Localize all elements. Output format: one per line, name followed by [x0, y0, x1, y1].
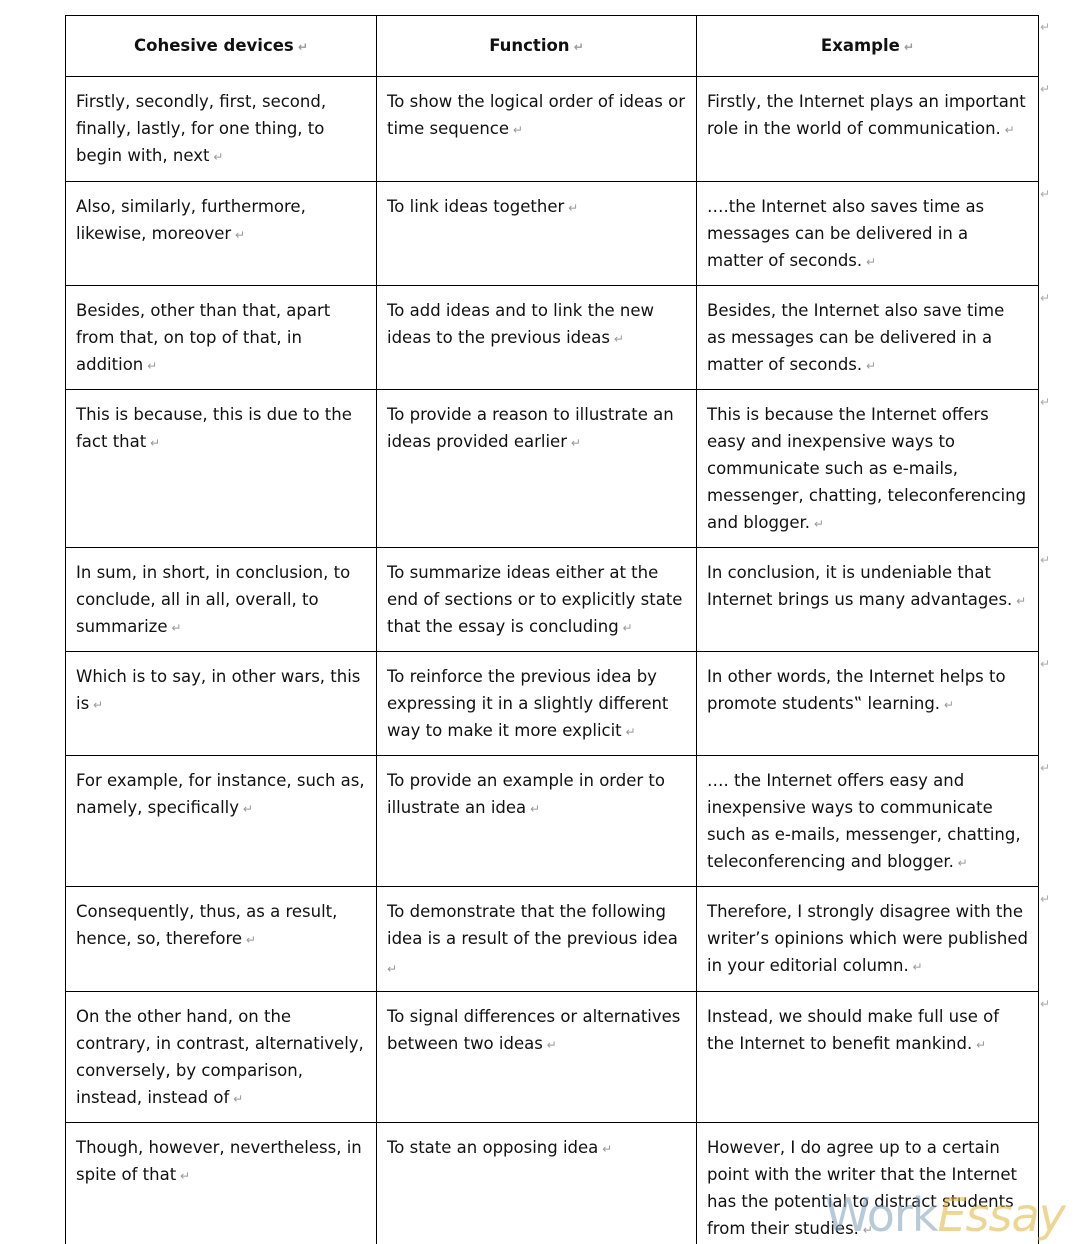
row-end-mark: ↵	[1040, 291, 1051, 305]
header-cell: Function	[376, 15, 697, 77]
table-cell: For example, for instance, such as, name…	[65, 755, 377, 887]
table-cell: Instead, we should make full use of the …	[696, 991, 1039, 1123]
table-cell: To reinforce the previous idea by expres…	[376, 651, 697, 756]
table-row: Also, similarly, furthermore, likewise, …	[65, 181, 1039, 286]
cell-text: …. the Internet offers easy and inexpens…	[707, 771, 1021, 871]
cell-text: Also, similarly, furthermore, likewise, …	[76, 197, 306, 243]
cell-text: This is because the Internet offers easy…	[707, 405, 1026, 532]
header-row: Cohesive devices Function Example	[65, 15, 1039, 77]
cell-text: On the other hand, on the contrary, in c…	[76, 1007, 364, 1107]
row-end-mark: ↵	[1040, 892, 1051, 906]
table-cell: In conclusion, it is undeniable that Int…	[696, 547, 1039, 652]
cell-text: To demonstrate that the following idea i…	[387, 902, 678, 977]
cell-text: Besides, other than that, apart from tha…	[76, 301, 330, 374]
cell-text: In sum, in short, in conclusion, to conc…	[76, 563, 350, 636]
table-cell: On the other hand, on the contrary, in c…	[65, 991, 377, 1123]
cell-text: To show the logical order of ideas or ti…	[387, 92, 685, 138]
table-cell: …. the Internet offers easy and inexpens…	[696, 755, 1039, 887]
header-text: Function	[489, 36, 584, 55]
cohesive-table: Cohesive devices Function Example Firstly,…	[65, 15, 1039, 1244]
row-end-mark: ↵	[1040, 761, 1051, 775]
watermark: WorkEssay	[825, 1188, 1066, 1242]
cell-text: Firstly, secondly, first, second, finall…	[76, 92, 326, 165]
table-cell: Though, however, nevertheless, in spite …	[65, 1122, 377, 1244]
table-row: Firstly, secondly, first, second, finall…	[65, 76, 1039, 182]
header-text: Example	[821, 36, 914, 55]
cell-text: Though, however, nevertheless, in spite …	[76, 1138, 362, 1184]
table-cell: Which is to say, in other wars, this is	[65, 651, 377, 756]
table-cell: Besides, other than that, apart from tha…	[65, 285, 377, 390]
header-cell: Cohesive devices	[65, 15, 377, 77]
cell-text: Instead, we should make full use of the …	[707, 1007, 999, 1053]
watermark-essay: Essay	[937, 1188, 1065, 1242]
row-end-mark: ↵	[1040, 553, 1051, 567]
row-end-mark: ↵	[1040, 187, 1051, 201]
row-end-mark: ↵	[1040, 657, 1051, 671]
table-row: For example, for instance, such as, name…	[65, 755, 1039, 887]
cell-text: Therefore, I strongly disagree with the …	[707, 902, 1028, 975]
row-end-mark: ↵	[1040, 82, 1051, 96]
table-cell: In sum, in short, in conclusion, to conc…	[65, 547, 377, 652]
cell-text: To state an opposing idea	[387, 1138, 612, 1157]
cell-text: In other words, the Internet helps to pr…	[707, 667, 1006, 713]
table-cell: To add ideas and to link the new ideas t…	[376, 285, 697, 390]
table-row: In sum, in short, in conclusion, to conc…	[65, 547, 1039, 652]
cell-text: Consequently, thus, as a result, hence, …	[76, 902, 337, 948]
table-cell: To show the logical order of ideas or ti…	[376, 76, 697, 182]
table-cell: To demonstrate that the following idea i…	[376, 886, 697, 992]
cell-text: To provide a reason to illustrate an ide…	[387, 405, 674, 451]
cell-text: To link ideas together	[387, 197, 578, 216]
table-cell: Firstly, secondly, first, second, finall…	[65, 76, 377, 182]
cell-text: For example, for instance, such as, name…	[76, 771, 365, 817]
table-row: Which is to say, in other wars, this is T…	[65, 651, 1039, 756]
table-cell: In other words, the Internet helps to pr…	[696, 651, 1039, 756]
watermark-work: Work	[825, 1188, 938, 1242]
table-row: Besides, other than that, apart from tha…	[65, 285, 1039, 390]
cell-text: To add ideas and to link the new ideas t…	[387, 301, 654, 347]
row-end-mark: ↵	[1040, 395, 1051, 409]
table-cell: To provide a reason to illustrate an ide…	[376, 389, 697, 548]
table-cell: To state an opposing idea	[376, 1122, 697, 1244]
cell-text: In conclusion, it is undeniable that Int…	[707, 563, 1026, 609]
table-row: Though, however, nevertheless, in spite …	[65, 1122, 1039, 1244]
cell-text: ….the Internet also saves time as messag…	[707, 197, 984, 270]
table-cell: However, I do agree up to a certain poin…	[696, 1122, 1039, 1244]
table-cell: Firstly, the Internet plays an important…	[696, 76, 1039, 182]
cell-text: This is because, this is due to the fact…	[76, 405, 352, 451]
cell-text: To signal differences or alternatives be…	[387, 1007, 680, 1053]
cell-text: To reinforce the previous idea by expres…	[387, 667, 668, 740]
table-cell: Also, similarly, furthermore, likewise, …	[65, 181, 377, 286]
cell-text: To summarize ideas either at the end of …	[387, 563, 682, 636]
table-row: Consequently, thus, as a result, hence, …	[65, 886, 1039, 992]
table-cell: To provide an example in order to illust…	[376, 755, 697, 887]
row-end-mark: ↵	[1040, 997, 1051, 1011]
table-row: On the other hand, on the contrary, in c…	[65, 991, 1039, 1123]
table-row: This is because, this is due to the fact…	[65, 389, 1039, 548]
header-cell: Example	[696, 15, 1039, 77]
table-cell: To link ideas together	[376, 181, 697, 286]
cell-text: Firstly, the Internet plays an important…	[707, 92, 1026, 138]
cell-text: Which is to say, in other wars, this is	[76, 667, 360, 713]
cell-text: Besides, the Internet also save time as …	[707, 301, 1004, 374]
table-cell: Consequently, thus, as a result, hence, …	[65, 886, 377, 992]
table-cell: This is because the Internet offers easy…	[696, 389, 1039, 548]
table-cell: Besides, the Internet also save time as …	[696, 285, 1039, 390]
table-cell: To summarize ideas either at the end of …	[376, 547, 697, 652]
table-cell: To signal differences or alternatives be…	[376, 991, 697, 1123]
table-cell: ….the Internet also saves time as messag…	[696, 181, 1039, 286]
cell-text: To provide an example in order to illust…	[387, 771, 665, 817]
table-cell: Therefore, I strongly disagree with the …	[696, 886, 1039, 992]
header-text: Cohesive devices	[134, 36, 308, 55]
row-end-mark: ↵	[1040, 20, 1051, 34]
table-cell: This is because, this is due to the fact…	[65, 389, 377, 548]
